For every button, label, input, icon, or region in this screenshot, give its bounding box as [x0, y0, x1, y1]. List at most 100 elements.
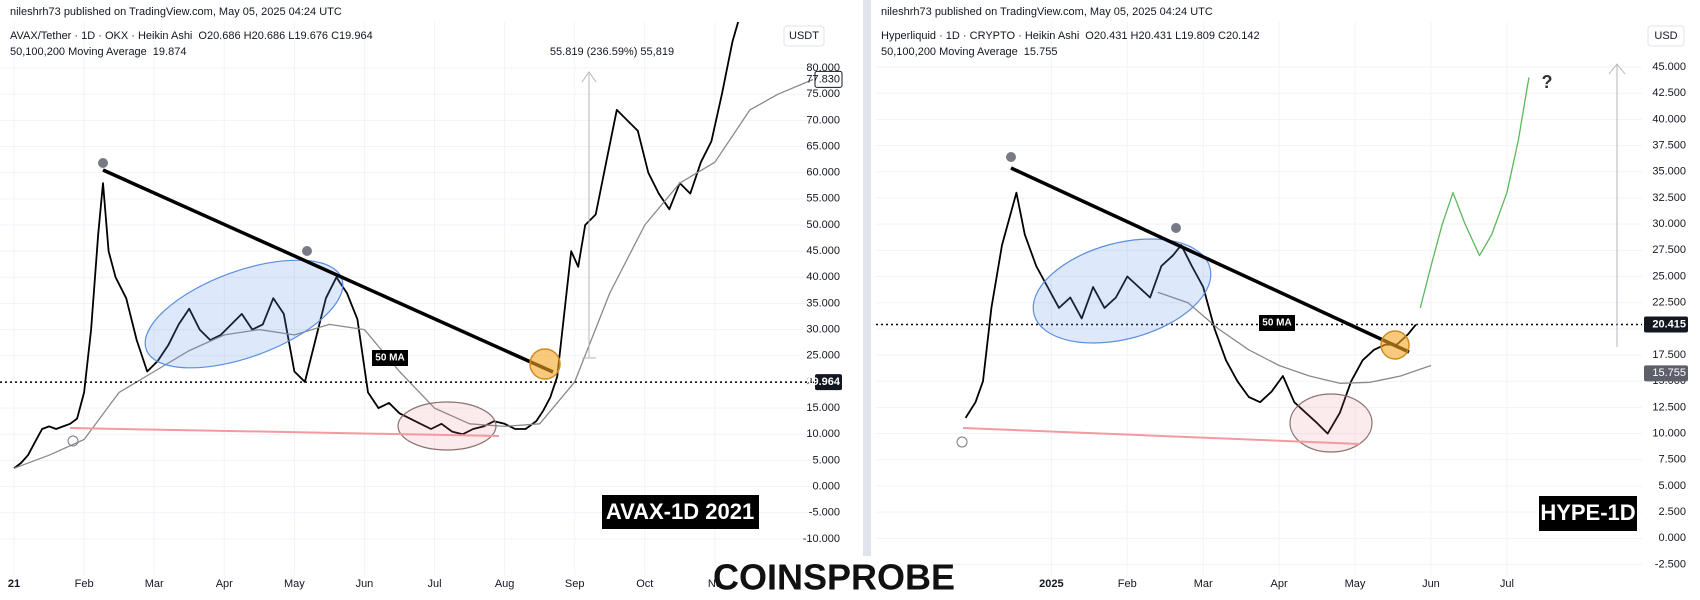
y-tick-label: 22.500: [1652, 297, 1686, 309]
tag-label: HYPE-1D: [1540, 500, 1635, 525]
y-tick-label: 37.500: [1652, 139, 1686, 151]
y-tick-label: 7.500: [1658, 454, 1686, 466]
ma-label-box: [1259, 315, 1295, 331]
projection-arrowhead: [1608, 63, 1626, 75]
currency-box: [783, 25, 825, 47]
y-tick-label: 10.000: [806, 428, 840, 440]
y-tick-label: 40.000: [1652, 113, 1686, 125]
publisher: nileshrh73 published on TradingView.com,…: [881, 6, 1213, 18]
ma-badge-label: 15.755: [1652, 367, 1686, 379]
data-layer: 80.00075.00070.00065.00060.00055.00050.0…: [0, 22, 1688, 590]
legend-symbol: Hyperliquid · 1D · CRYPTO · Heikin Ashi O…: [881, 30, 1260, 42]
x-tick-label: 2025: [1039, 578, 1063, 590]
marker-icon: [1006, 152, 1016, 162]
y-tick-label: 25.000: [1652, 270, 1686, 282]
marker-icon: [302, 246, 312, 256]
x-tick-label: Feb: [75, 578, 94, 590]
y-tick-label: 60.000: [806, 167, 840, 179]
breakout-circle: [529, 348, 561, 380]
right-annotations: ? 50 MA HYPE-1D: [956, 63, 1637, 531]
price-line: [13, 22, 740, 470]
legend-ma-value: 19.874: [153, 46, 187, 58]
measure-arrowhead: [581, 71, 597, 83]
x-tick-label: Apr: [216, 578, 233, 590]
y-tick-label: 17.500: [1652, 349, 1686, 361]
ma-label: 50 MA: [375, 353, 404, 364]
x-tick-label: Apr: [1271, 578, 1288, 590]
bottom-ellipse: [397, 401, 497, 451]
ma-label: 50 MA: [1262, 318, 1291, 329]
price-badge-label: 20.415: [1652, 318, 1686, 330]
y-tick-label: 32.500: [1652, 192, 1686, 204]
y-tick-label: 12.500: [1652, 401, 1686, 413]
legend-ohlc: O20.431 H20.431 L19.809 C20.142: [1085, 30, 1259, 42]
breakout-circle: [1380, 330, 1410, 360]
x-tick-label: Aug: [495, 578, 515, 590]
watermark: COINSPROBE: [713, 557, 955, 598]
bottom-ellipse: [1289, 393, 1373, 453]
y-tick-label: 10.000: [1652, 428, 1686, 440]
tag-box: [1539, 496, 1637, 531]
price-badge: [1644, 316, 1688, 333]
x-tick-label: Jul: [428, 578, 442, 590]
y-tick-label: 5.000: [812, 454, 840, 466]
ma-badge: [1644, 365, 1688, 382]
measure-label: 55.819 (236.59%) 55,819: [550, 46, 674, 58]
x-tick-label: Feb: [1118, 578, 1137, 590]
y-tick-label: 30.000: [806, 324, 840, 336]
y-tick-label: 2.500: [1658, 506, 1686, 518]
ma-badge-label: 77.830: [806, 73, 840, 85]
legend-name: 50,100,200 Moving Average: [881, 46, 1018, 58]
x-tick-label: Sep: [565, 578, 585, 590]
y-tick-label: 30.000: [1652, 218, 1686, 230]
y-tick-label: 0.000: [1658, 532, 1686, 544]
currency-box: [1647, 25, 1685, 47]
axis: 80.00075.00070.00065.00060.00055.00050.0…: [0, 22, 840, 590]
y-tick-label: 65.000: [806, 140, 840, 152]
x-tick-label: No: [708, 578, 722, 590]
trend-line: [102, 168, 554, 374]
x-tick-label: Jul: [1500, 578, 1514, 590]
support-line: [69, 427, 500, 437]
marker-icon: [98, 158, 108, 168]
price-badge-label: 19.964: [806, 376, 841, 388]
legend-ma-value: 15.755: [1024, 46, 1058, 58]
trend-line: [1010, 166, 1410, 354]
watermark-box: [721, 556, 948, 600]
range-ellipse: [1032, 238, 1212, 344]
marker-icon: [956, 436, 968, 448]
y-tick-label: 50.000: [806, 219, 840, 231]
legend-ma: 50,100,200 Moving Average 19.874: [10, 46, 186, 58]
currency: USD: [1654, 30, 1677, 42]
y-tick-label: 45.000: [1652, 61, 1686, 73]
y-tick-label: 25.000: [806, 350, 840, 362]
y-tick-label: -10.000: [803, 533, 840, 545]
x-tick-label: Jun: [1422, 578, 1440, 590]
price-line: [964, 191, 1417, 435]
marker-icon: [67, 435, 79, 447]
y-tick-label: 27.500: [1652, 244, 1686, 256]
y-tick-label: 35.000: [1652, 166, 1686, 178]
y-tick-label: 75.000: [806, 88, 840, 100]
publisher: nileshrh73 published on TradingView.com,…: [10, 6, 342, 18]
legend-ma: 50,100,200 Moving Average 15.755: [881, 46, 1057, 58]
x-tick-label: Jun: [356, 578, 374, 590]
support-line: [962, 427, 1361, 445]
currency: USDT: [789, 30, 819, 42]
price-badge: [815, 374, 842, 391]
tag-box: [602, 495, 759, 529]
y-tick-label: 5.000: [1658, 480, 1686, 492]
legend-name: AVAX/Tether · 1D · OKX · Heikin Ashi: [10, 30, 192, 42]
y-tick-label: 55.000: [806, 193, 840, 205]
series-line: [1157, 291, 1432, 384]
left-annotations: 55.819 (236.59%) 55,819 50 MA AVAX-1D 20…: [67, 46, 759, 529]
y-tick-label: 70.000: [806, 114, 840, 126]
y-tick-label: -5.000: [809, 507, 840, 519]
question-mark: ?: [1542, 72, 1553, 92]
y-tick-label: 42.500: [1652, 87, 1686, 99]
y-tick-label: 0.000: [812, 480, 840, 492]
legend-symbol: AVAX/Tether · 1D · OKX · Heikin Ashi O20.…: [10, 30, 373, 42]
x-tick-label: Oct: [636, 578, 653, 590]
y-tick-label: 40.000: [806, 271, 840, 283]
